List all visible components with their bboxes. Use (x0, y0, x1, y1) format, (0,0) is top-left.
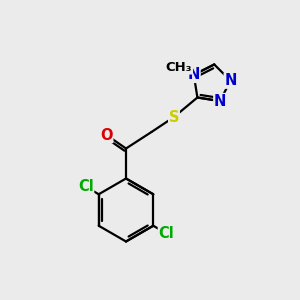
Text: CH₃: CH₃ (166, 61, 192, 74)
Text: N: N (214, 94, 226, 109)
Text: Cl: Cl (158, 226, 174, 241)
Text: N: N (224, 73, 237, 88)
Text: O: O (100, 128, 113, 142)
Text: N: N (188, 68, 200, 82)
Text: Cl: Cl (78, 179, 94, 194)
Text: S: S (169, 110, 179, 124)
